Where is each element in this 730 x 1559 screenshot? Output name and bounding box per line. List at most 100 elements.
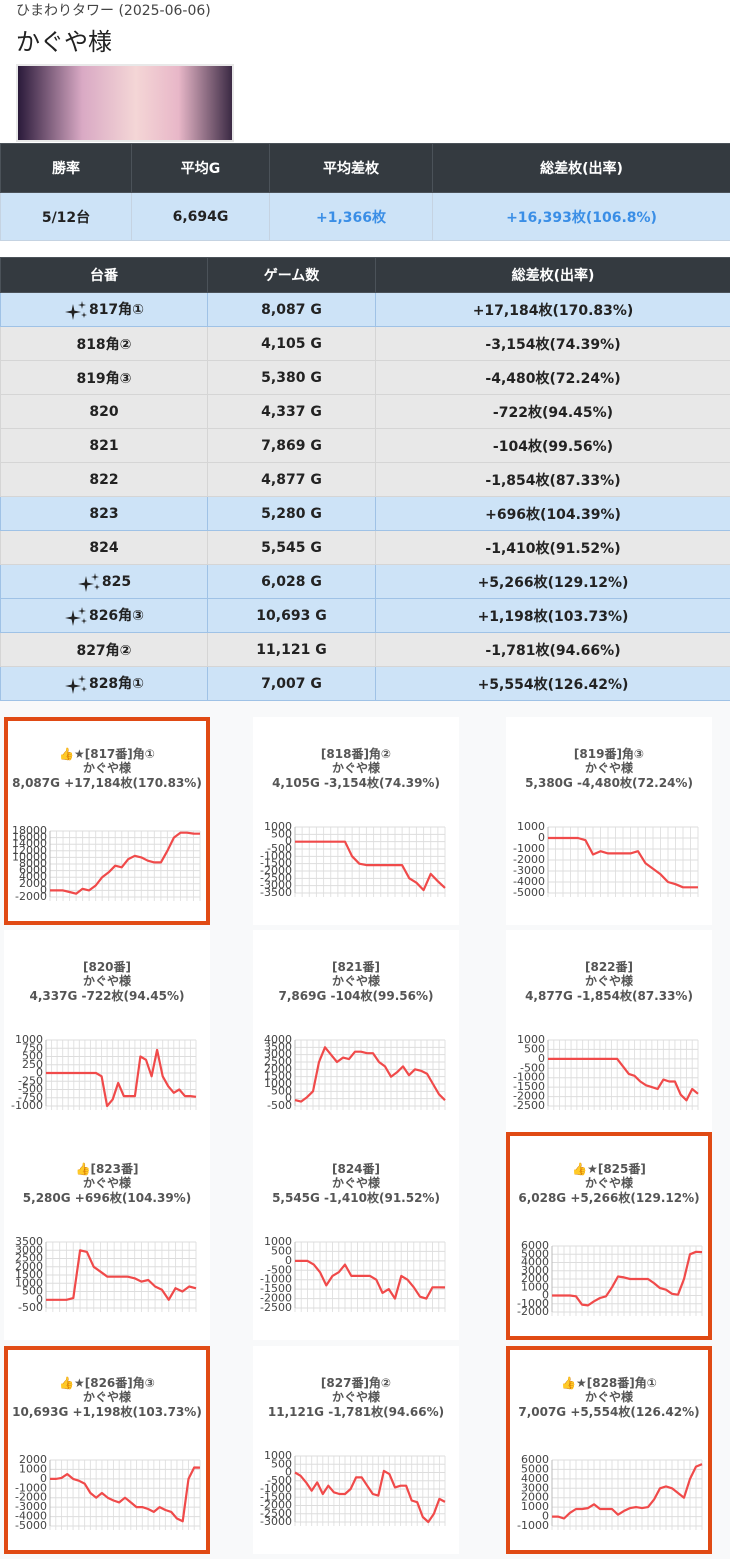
y-tick-label: 6000 (521, 1239, 549, 1252)
header-cell: 平均差枚 (269, 143, 433, 193)
line (552, 1250, 703, 1307)
chart-caption: 4,105G -3,154枚(74.39%) (272, 776, 440, 790)
sparkle (64, 304, 81, 320)
chart-caption: 5,545G -1,410枚(91.52%) (272, 1191, 440, 1205)
y-tick-label: 2500 (264, 1055, 292, 1068)
y-tick-label: -2000 (260, 1499, 292, 1512)
table-row: 817角① 8,087 G +17,184枚(170.83%) (0, 292, 730, 327)
y-tick-label: 5000 (521, 1462, 549, 1475)
diff-cell: -3,154枚(74.39%) (375, 326, 730, 361)
number-cell: 817角① (0, 292, 208, 327)
header-cell: 勝率 (0, 143, 132, 193)
games-cell: 4,105 G (207, 326, 376, 361)
y-tick-label: 2000 (19, 877, 47, 890)
y-tick-label: -5000 (513, 886, 545, 899)
line (294, 1469, 446, 1524)
chart-card: [827番]角② かぐや様 11,121G -1,781枚(94.66%) -3000… (253, 1346, 459, 1554)
y-tick-label: 500 (271, 1457, 292, 1470)
machine-number: 823 (89, 505, 119, 522)
number-cell: 823 (0, 496, 208, 531)
sparkle (77, 575, 94, 592)
table-row: 818角② 4,105 G -3,154枚(74.39%) (0, 326, 730, 361)
summary-table: 勝率 平均G 平均差枚 総差枚(出率) 5/12台 6,694G +1,366枚… (0, 143, 730, 241)
line (294, 1046, 446, 1103)
y-tick-label: 16000 (12, 831, 47, 844)
y-tick-label: 1000 (521, 1280, 549, 1293)
games-cell: 5,545 G (207, 530, 376, 565)
table-row: 828角① 7,007 G +5,554枚(126.42%) (0, 666, 730, 701)
y-tick-label: 1000 (19, 1462, 47, 1475)
y-tick-label: -3000 (513, 864, 545, 877)
number-cell: 820 (0, 394, 208, 429)
chart-card: [820番] かぐや様 4,337G -722枚(94.45%) -1000 -750-… (4, 930, 210, 1138)
y-tick-label: 0 (285, 1254, 292, 1267)
machine-number: 824 (89, 539, 119, 556)
chart-caption: 8,087G +17,184枚(170.83%) (12, 776, 202, 790)
chart-subtitle: かぐや様 (584, 761, 633, 775)
chart: -200002000400060008000100001200014000160… (12, 824, 201, 903)
y-tick-label: -1000 (513, 1071, 545, 1084)
y-tick-label: -4000 (15, 1510, 47, 1523)
y-tick-label: 0 (542, 1289, 549, 1302)
y-tick-label: -500 (18, 1301, 43, 1314)
sparkle (64, 678, 81, 694)
header-cell: 台番 (0, 257, 208, 293)
y-tick-label: -3500 (260, 886, 292, 899)
y-tick-label: -3000 (260, 1515, 292, 1528)
machine-number: 819角③ (76, 370, 132, 387)
y-tick-label: -500 (267, 1474, 292, 1487)
line (295, 1259, 446, 1300)
y-tick-label: 1500 (15, 1268, 43, 1281)
machine-number: 825 (101, 573, 132, 590)
y-tick-label: -1500 (260, 1282, 292, 1295)
y-tick-label: -1500 (260, 857, 292, 870)
y-tick-label: -1500 (260, 1490, 292, 1503)
y-tick-label: 500 (22, 1285, 43, 1298)
chart-title: [820番] (82, 960, 132, 974)
chart-subtitle: かぐや様 (331, 1390, 380, 1404)
y-tick-label: -1000 (260, 1482, 292, 1495)
table-row: 824 5,545 G -1,410枚(91.52%) (0, 530, 730, 565)
diff-cell: -1,854枚(87.33%) (375, 462, 730, 497)
y-tick-label: 4000 (521, 1256, 549, 1269)
machine-number: 820 (89, 403, 119, 420)
diff-cell: -1,781枚(94.66%) (375, 632, 730, 667)
games-cell: 7,869 G (207, 428, 376, 463)
header-cell: ゲーム数 (207, 257, 376, 293)
chart-title: [821番] (331, 960, 381, 974)
chart-card: 👍★[826番]角③ かぐや様 10,693G +1,198枚(103.73%) -5… (4, 1346, 210, 1554)
y-tick-label: 1000 (15, 1033, 43, 1046)
chart-subtitle: かぐや様 (82, 974, 131, 988)
chart-card: 👍★[828番]角① かぐや様 7,007G +5,554枚(126.42%) -10… (506, 1346, 712, 1554)
table-row: 823 5,280 G +696枚(104.39%) (0, 496, 730, 531)
number-cell: 825 (0, 564, 208, 599)
chart-title: 👍[823番] (75, 1162, 139, 1176)
y-tick-label: 6000 (19, 864, 47, 877)
y-tick-label: 1000 (517, 1033, 545, 1046)
y-tick-label: 14000 (12, 837, 47, 850)
y-tick-label: 2000 (264, 1062, 292, 1075)
line (46, 1048, 197, 1108)
machine-number: 821 (89, 437, 119, 454)
sparkle-icon (64, 675, 87, 694)
summary-cell: 6,694G (131, 192, 270, 241)
number-cell: 822 (0, 462, 208, 497)
y-tick-label: 0 (538, 1052, 545, 1065)
y-tick-label: 3000 (15, 1243, 43, 1256)
y-tick-label: 3000 (521, 1264, 549, 1277)
y-tick-label: 3000 (264, 1048, 292, 1061)
y-tick-label: -1500 (513, 1080, 545, 1093)
chart-subtitle: かぐや様 (584, 1176, 633, 1190)
table-row: 825 6,028 G +5,266枚(129.12%) (0, 564, 730, 599)
diff-cell: -4,480枚(72.24%) (375, 360, 730, 395)
y-tick-label: 4000 (264, 1033, 292, 1046)
sparkle-icon (64, 607, 87, 626)
y-tick-label: 4000 (19, 870, 47, 883)
summary-cell: 5/12台 (0, 192, 132, 241)
chart-caption: 7,869G -104枚(99.56%) (278, 989, 434, 1003)
y-tick-label: 0 (538, 831, 545, 844)
games-cell: 6,028 G (207, 564, 376, 599)
